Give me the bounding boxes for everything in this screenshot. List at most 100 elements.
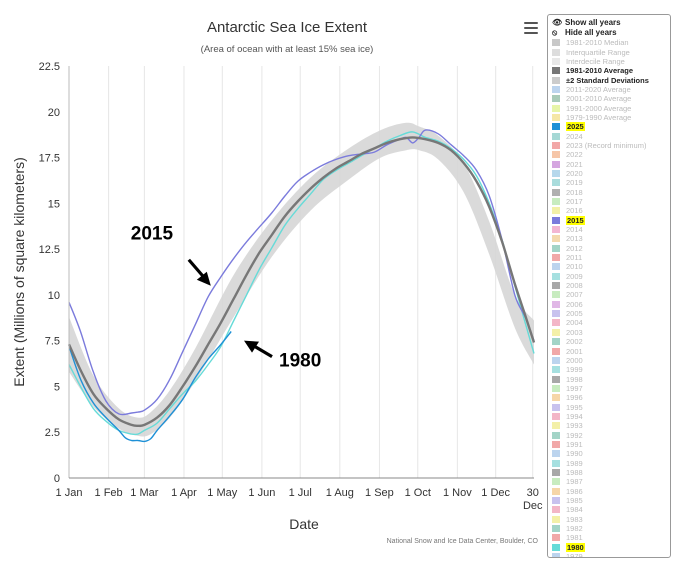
legend-item-1981[interactable]: 1981 bbox=[552, 533, 670, 542]
legend-label: 2012 bbox=[566, 243, 583, 253]
legend-item-2008[interactable]: 2008 bbox=[552, 281, 670, 290]
legend-label: 1992 bbox=[566, 430, 583, 440]
sea-ice-chart: Antarctic Sea Ice Extent (Area of ocean … bbox=[11, 19, 543, 545]
legend-item-1990[interactable]: 1990 bbox=[552, 449, 670, 458]
legend-swatch bbox=[552, 440, 560, 448]
legend-swatch bbox=[552, 534, 560, 542]
legend-item-2024[interactable]: 2024 bbox=[552, 131, 670, 141]
legend-swatch bbox=[552, 216, 560, 224]
legend-swatch bbox=[552, 553, 560, 557]
legend-item-2000[interactable]: 2000 bbox=[552, 356, 670, 365]
x-tick-label-5: 1 Jun bbox=[248, 487, 275, 499]
y-tick-labels: 0 2.5 5 7.5 10 12.5 15 17.5 20 22.5 bbox=[39, 61, 60, 485]
legend-item-2006[interactable]: 2006 bbox=[552, 300, 670, 309]
legend-item-interquartile-range[interactable]: Interquartile Range bbox=[552, 47, 670, 57]
x-tick-label-3: 1 Apr bbox=[171, 487, 197, 499]
legend-swatch bbox=[552, 39, 560, 47]
legend-item-1997[interactable]: 1997 bbox=[552, 384, 670, 393]
legend-label: 1997 bbox=[566, 383, 583, 393]
legend-item-2017[interactable]: 2017 bbox=[552, 197, 670, 206]
legend-label: 2022 bbox=[566, 150, 583, 160]
legend-item-2018[interactable]: 2018 bbox=[552, 188, 670, 197]
hamburger-menu-icon[interactable] bbox=[524, 22, 538, 34]
legend-item-2019[interactable]: 2019 bbox=[552, 178, 670, 187]
legend-item-2001[interactable]: 2001 bbox=[552, 346, 670, 356]
legend-item-1982[interactable]: 1982 bbox=[552, 524, 670, 533]
legend-label: 1991 bbox=[566, 439, 583, 449]
legend-item-±2-standard-deviations[interactable]: ±2 Standard Deviations bbox=[552, 75, 670, 85]
legend-item-1995[interactable]: 1995 bbox=[552, 402, 670, 412]
legend-item-1991-2000-average[interactable]: 1991-2000 Average bbox=[552, 103, 670, 113]
legend-item-1979-1990-average[interactable]: 1979-1990 Average bbox=[552, 113, 670, 122]
legend-label: 2010 bbox=[566, 262, 583, 272]
legend-item-2005[interactable]: 2005 bbox=[552, 309, 670, 318]
legend-item-2023-record-minimum[interactable]: 2023 (Record minimum) bbox=[552, 141, 670, 150]
legend-swatch bbox=[552, 347, 560, 355]
x-tick-labels: 1 Jan 1 Feb 1 Mar 1 Apr 1 May 1 Jun 1 Jul 1 Aug… bbox=[56, 487, 543, 512]
legend-item-2020[interactable]: 2020 bbox=[552, 169, 670, 178]
legend-label: 1994 bbox=[566, 411, 583, 421]
legend-item-2009[interactable]: 2009 bbox=[552, 272, 670, 281]
chart-title: Antarctic Sea Ice Extent bbox=[207, 19, 368, 36]
legend-item-1987[interactable]: 1987 bbox=[552, 477, 670, 486]
legend-item-2021[interactable]: 2021 bbox=[552, 159, 670, 169]
legend-label: 2006 bbox=[566, 299, 583, 309]
y-tick-label-2: 5 bbox=[54, 381, 60, 393]
x-tick-label-7: 1 Aug bbox=[326, 487, 354, 499]
legend-swatch bbox=[552, 151, 560, 159]
arrow-1980-head bbox=[244, 340, 260, 353]
legend-item-2002[interactable]: 2002 bbox=[552, 337, 670, 346]
legend-swatch bbox=[552, 244, 560, 252]
show-all-years-button[interactable]: 👁 Show all years bbox=[552, 18, 670, 28]
legend-item-2011-2020-average[interactable]: 2011-2020 Average bbox=[552, 85, 670, 94]
legend-label: 2007 bbox=[566, 290, 583, 300]
legend-item-1991[interactable]: 1991 bbox=[552, 440, 670, 449]
legend-swatch bbox=[552, 319, 560, 327]
arrow-2015-head bbox=[196, 271, 211, 286]
legend-item-interdecile-range[interactable]: Interdecile Range bbox=[552, 57, 670, 66]
legend-item-1998[interactable]: 1998 bbox=[552, 374, 670, 384]
legend-item-2013[interactable]: 2013 bbox=[552, 234, 670, 243]
legend-item-1985[interactable]: 1985 bbox=[552, 496, 670, 505]
series-layer bbox=[67, 129, 536, 443]
legend-item-2025[interactable]: 2025 bbox=[552, 122, 670, 132]
legend-label: 2023 (Record minimum) bbox=[566, 140, 647, 150]
legend-item-1986[interactable]: 1986 bbox=[552, 487, 670, 496]
legend-item-1980[interactable]: 1980 bbox=[552, 542, 670, 552]
legend-label: 1991-2000 Average bbox=[566, 103, 632, 113]
y-axis-title: Extent (Millions of square kilometers) bbox=[11, 157, 27, 387]
legend-item-2004[interactable]: 2004 bbox=[552, 318, 670, 327]
legend-item-1979[interactable]: 1979 bbox=[552, 552, 670, 557]
legend-label: 1999 bbox=[566, 365, 583, 375]
legend-item-1999[interactable]: 1999 bbox=[552, 365, 670, 374]
legend-item-1993[interactable]: 1993 bbox=[552, 421, 670, 430]
legend-item-2015[interactable]: 2015 bbox=[552, 215, 670, 225]
legend-item-1981-2010-median[interactable]: 1981-2010 Median bbox=[552, 38, 670, 47]
legend-item-1992[interactable]: 1992 bbox=[552, 430, 670, 440]
legend-label: 1987 bbox=[566, 477, 583, 487]
hide-all-years-button[interactable]: ⦸ Hide all years bbox=[552, 28, 670, 38]
legend-item-1984[interactable]: 1984 bbox=[552, 505, 670, 514]
legend-item-1989[interactable]: 1989 bbox=[552, 458, 670, 468]
legend-item-2003[interactable]: 2003 bbox=[552, 328, 670, 337]
legend-item-1981-2010-average[interactable]: 1981-2010 Average bbox=[552, 66, 670, 75]
legend-item-2022[interactable]: 2022 bbox=[552, 150, 670, 159]
x-tick-label-2: 1 Mar bbox=[130, 487, 158, 499]
legend-item-2016[interactable]: 2016 bbox=[552, 206, 670, 215]
legend-swatch bbox=[552, 272, 560, 280]
legend-item-1988[interactable]: 1988 bbox=[552, 468, 670, 477]
legend-item-1994[interactable]: 1994 bbox=[552, 412, 670, 421]
legend-swatch bbox=[552, 57, 560, 65]
legend-item-2012[interactable]: 2012 bbox=[552, 244, 670, 253]
chart-subtitle: (Area of ocean with at least 15% sea ice… bbox=[201, 44, 374, 55]
legend-item-2007[interactable]: 2007 bbox=[552, 290, 670, 299]
legend-swatch bbox=[552, 85, 560, 93]
legend-item-2011[interactable]: 2011 bbox=[552, 253, 670, 262]
legend-item-2001-2010-average[interactable]: 2001-2010 Average bbox=[552, 94, 670, 103]
legend-swatch bbox=[552, 487, 560, 495]
legend-item-2014[interactable]: 2014 bbox=[552, 225, 670, 234]
legend-item-1996[interactable]: 1996 bbox=[552, 393, 670, 402]
legend-item-2010[interactable]: 2010 bbox=[552, 262, 670, 271]
legend-label: ±2 Standard Deviations bbox=[566, 75, 649, 85]
legend-item-1983[interactable]: 1983 bbox=[552, 515, 670, 524]
